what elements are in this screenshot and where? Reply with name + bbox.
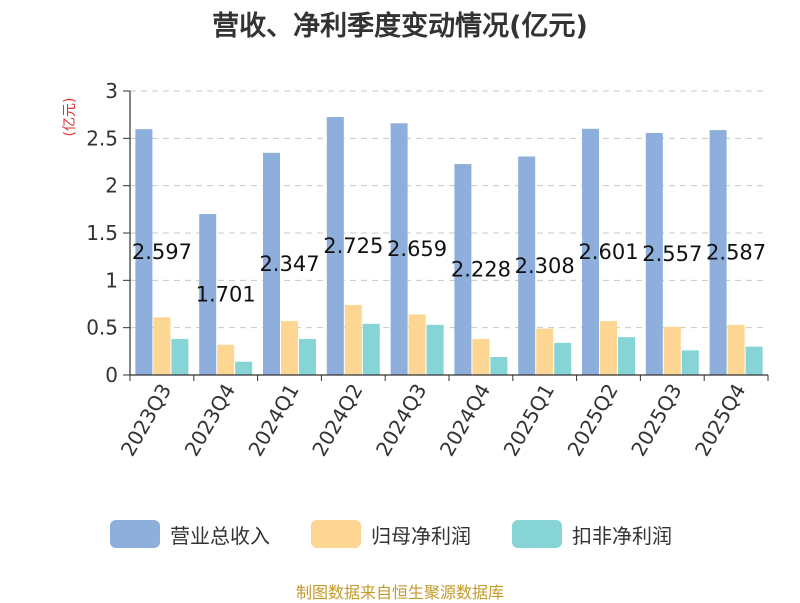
y-axis-title: (亿元) [62,98,78,137]
bar [554,342,572,375]
x-tick-label: 2024Q1 [243,380,303,461]
y-tick-label: 2 [105,174,118,198]
bar [727,324,745,375]
y-tick-label: 0 [105,363,118,387]
legend-label-revenue: 营业总收入 [170,523,270,548]
chart-title: 营收、净利季度变动情况(亿元) [212,11,588,42]
bar [281,321,298,375]
legend-swatch-revenue [110,520,160,548]
bar [472,339,490,375]
legend-item-net-profit[interactable]: 归母净利润 [311,519,471,549]
bar [299,339,316,375]
bar [171,339,189,375]
y-tick-label: 1.5 [86,221,118,245]
bar [326,117,344,376]
legend-item-revenue[interactable]: 营业总收入 [110,519,270,549]
bar [135,129,153,375]
x-tick-label: 2025Q3 [626,380,686,461]
y-tick-label: 2.5 [86,126,118,150]
data-label: 2.597 [132,240,192,264]
data-label: 2.601 [578,240,638,264]
bar [745,346,763,375]
bar [217,344,235,375]
bar [408,314,426,375]
x-tick-label: 2025Q2 [562,380,622,461]
y-tick-label: 0.5 [86,316,118,340]
bar [518,156,536,375]
bars [135,117,763,376]
legend-label-net-profit: 归母净利润 [371,523,471,548]
y-tick-label: 3 [105,79,118,103]
data-label: 2.228 [451,258,511,282]
data-label: 2.557 [642,242,702,266]
bar [235,361,253,375]
bar [490,357,508,375]
data-label: 2.587 [706,241,766,265]
bar [362,323,380,375]
data-label: 2.725 [323,234,383,258]
x-tick-label: 2024Q3 [371,380,431,461]
bar [153,317,171,375]
x-tick-label: 2025Q1 [499,380,559,461]
bar [663,326,681,375]
bar [618,337,635,375]
bar [344,304,362,375]
bar [709,130,727,375]
bar [454,164,472,375]
bar [390,123,408,375]
legend-swatch-deducted-profit [512,520,562,548]
bar [600,321,617,375]
bar [426,324,444,375]
data-label: 2.347 [259,252,319,276]
bar [645,132,663,375]
data-label: 2.659 [387,237,447,261]
y-tick-label: 1 [105,268,118,292]
legend-swatch-net-profit [311,520,361,548]
x-tick-label: 2024Q4 [435,380,495,461]
x-tick-label: 2023Q4 [180,380,240,461]
source-note: 制图数据来自恒生聚源数据库 [295,583,504,602]
x-tick-label: 2024Q2 [307,380,367,461]
bar [536,328,554,375]
legend: 营业总收入 归母净利润 扣非净利润 [0,519,800,549]
x-tick-label: 2025Q4 [690,380,750,461]
bar [199,213,217,375]
x-tick-label: 2023Q3 [116,380,176,461]
legend-item-deducted-profit[interactable]: 扣非净利润 [512,519,672,549]
data-label: 1.701 [196,282,256,306]
legend-label-deducted-profit: 扣非净利润 [572,523,672,548]
data-label: 2.308 [515,254,575,278]
bar [582,128,599,375]
bar [263,152,280,375]
bar [681,350,699,375]
